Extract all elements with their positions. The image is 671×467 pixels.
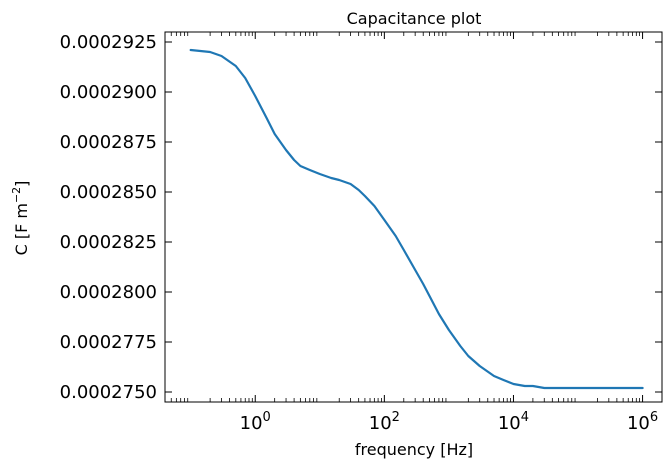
x-tick-label: 102 <box>369 410 400 434</box>
x-axis-label: frequency [Hz] <box>355 440 473 459</box>
y-tick-label: 0.0002800 <box>60 282 157 303</box>
chart-title: Capacitance plot <box>347 9 482 28</box>
x-tick-label-exponent: 4 <box>521 410 529 425</box>
x-tick-label-exponent: 2 <box>392 410 400 425</box>
y-axis-label-suffix: ] <box>12 181 31 187</box>
y-tick-label: 0.0002900 <box>60 82 157 103</box>
x-tick-label-base: 10 <box>627 413 650 434</box>
x-tick-label-base: 10 <box>369 413 392 434</box>
plot-frame <box>164 31 663 403</box>
x-tick-label: 100 <box>240 410 271 434</box>
y-axis-label: C [F m−2] <box>10 181 31 256</box>
x-tick-label-base: 10 <box>240 413 263 434</box>
plot-area: 100 102 104 1060.00027500.00027750.00028000… <box>60 31 663 434</box>
x-tick-label: 106 <box>627 410 658 434</box>
y-tick-label: 0.0002775 <box>60 332 157 353</box>
y-tick-label: 0.0002875 <box>60 132 157 153</box>
y-axis-label-main: C [F m <box>12 203 31 255</box>
y-tick-label: 0.0002925 <box>60 32 157 53</box>
y-axis-label-superscript: −2 <box>10 187 23 203</box>
x-tick-label-base: 10 <box>498 413 521 434</box>
y-tick-label: 0.0002750 <box>60 382 157 403</box>
capacitance-line <box>189 48 644 390</box>
x-tick-label-exponent: 6 <box>650 410 658 425</box>
y-tick-label: 0.0002850 <box>60 182 157 203</box>
x-tick-label: 104 <box>498 410 529 434</box>
y-tick-label: 0.0002825 <box>60 232 157 253</box>
x-tick-label-exponent: 0 <box>263 410 271 425</box>
